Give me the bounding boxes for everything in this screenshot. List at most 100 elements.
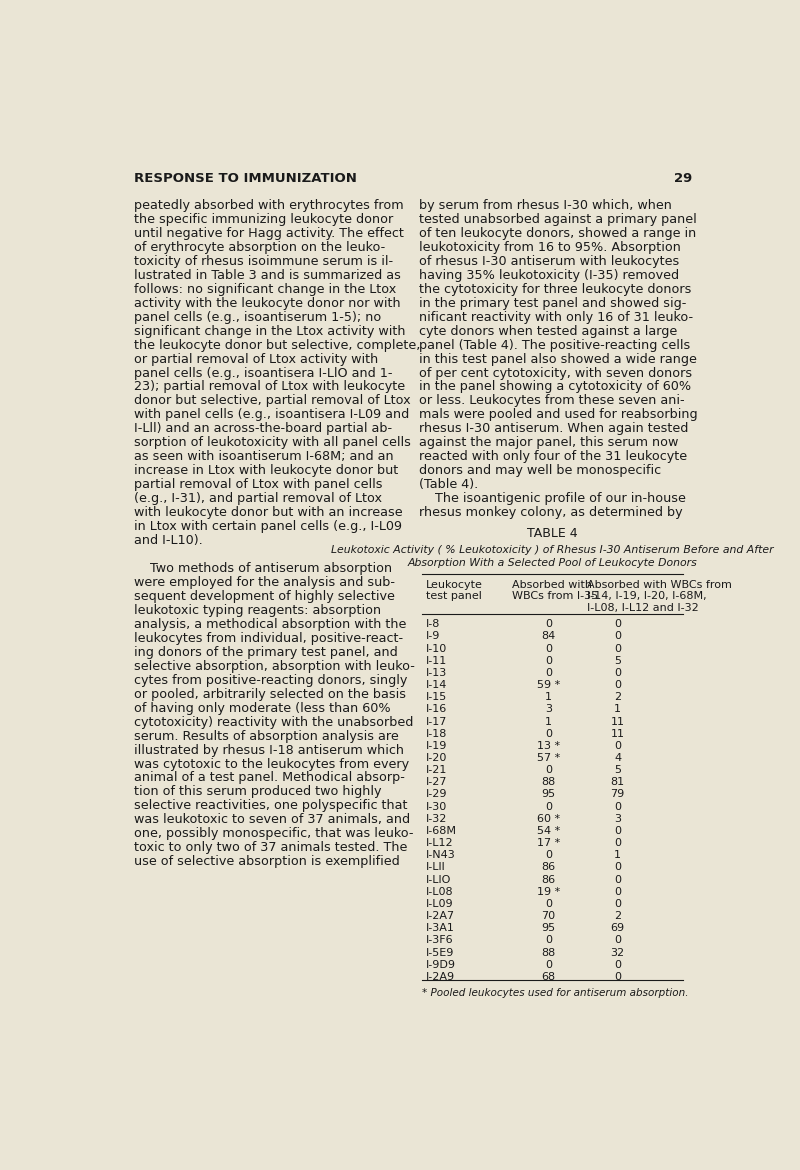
Text: 19 *: 19 * (537, 887, 560, 896)
Text: 69: 69 (610, 923, 625, 934)
Text: (e.g., I-31), and partial removal of Ltox: (e.g., I-31), and partial removal of Lto… (134, 493, 382, 505)
Text: I-8: I-8 (426, 619, 440, 629)
Text: 4: 4 (614, 753, 622, 763)
Text: I-20: I-20 (426, 753, 447, 763)
Text: I-27: I-27 (426, 777, 447, 787)
Text: 17 *: 17 * (537, 838, 560, 848)
Text: the leukocyte donor but selective, complete,: the leukocyte donor but selective, compl… (134, 338, 421, 352)
Text: 0: 0 (545, 801, 552, 812)
Text: 0: 0 (614, 887, 622, 896)
Text: panel cells (e.g., isoantiserum 1-5); no: panel cells (e.g., isoantiserum 1-5); no (134, 311, 382, 324)
Text: 0: 0 (545, 729, 552, 738)
Text: 11: 11 (610, 729, 625, 738)
Text: panel cells (e.g., isoantisera I-LlO and 1-: panel cells (e.g., isoantisera I-LlO and… (134, 366, 393, 379)
Text: partial removal of Ltox with panel cells: partial removal of Ltox with panel cells (134, 479, 382, 491)
Text: peatedly absorbed with erythrocytes from: peatedly absorbed with erythrocytes from (134, 199, 404, 212)
Text: 81: 81 (610, 777, 625, 787)
Text: toxicity of rhesus isoimmune serum is il-: toxicity of rhesus isoimmune serum is il… (134, 255, 394, 268)
Text: use of selective absorption is exemplified: use of selective absorption is exemplifi… (134, 855, 400, 868)
Text: 54 *: 54 * (537, 826, 560, 837)
Text: 2: 2 (614, 911, 622, 921)
Text: or less. Leukocytes from these seven ani-: or less. Leukocytes from these seven ani… (419, 394, 685, 407)
Text: sorption of leukotoxicity with all panel cells: sorption of leukotoxicity with all panel… (134, 436, 411, 449)
Text: and I-L10).: and I-L10). (134, 534, 203, 548)
Text: Absorbed with: Absorbed with (512, 579, 592, 590)
Text: Absorption With a Selected Pool of Leukocyte Donors: Absorption With a Selected Pool of Leuko… (408, 558, 698, 567)
Text: increase in Ltox with leukocyte donor but: increase in Ltox with leukocyte donor bu… (134, 464, 398, 477)
Text: activity with the leukocyte donor nor with: activity with the leukocyte donor nor wi… (134, 297, 401, 310)
Text: 95: 95 (541, 790, 555, 799)
Text: 79: 79 (610, 790, 625, 799)
Text: 86: 86 (541, 875, 555, 885)
Text: 5: 5 (614, 655, 622, 666)
Text: 2: 2 (614, 693, 622, 702)
Text: 0: 0 (545, 936, 552, 945)
Text: 84: 84 (541, 632, 555, 641)
Text: 0: 0 (614, 619, 622, 629)
Text: I-3A1: I-3A1 (426, 923, 454, 934)
Text: 0: 0 (545, 899, 552, 909)
Text: I-13: I-13 (426, 668, 446, 677)
Text: I-11: I-11 (426, 655, 446, 666)
Text: donor but selective, partial removal of Ltox: donor but selective, partial removal of … (134, 394, 410, 407)
Text: 59 *: 59 * (537, 680, 560, 690)
Text: I-14: I-14 (426, 680, 447, 690)
Text: 0: 0 (614, 936, 622, 945)
Text: 23); partial removal of Ltox with leukocyte: 23); partial removal of Ltox with leukoc… (134, 380, 406, 393)
Text: 0: 0 (614, 668, 622, 677)
Text: 0: 0 (545, 765, 552, 776)
Text: significant change in the Ltox activity with: significant change in the Ltox activity … (134, 324, 406, 338)
Text: * Pooled leukocytes used for antiserum absorption.: * Pooled leukocytes used for antiserum a… (422, 987, 689, 998)
Text: was leukotoxic to seven of 37 animals, and: was leukotoxic to seven of 37 animals, a… (134, 813, 410, 826)
Text: tested unabsorbed against a primary panel: tested unabsorbed against a primary pane… (419, 213, 697, 226)
Text: 70: 70 (541, 911, 555, 921)
Text: I-14, I-19, I-20, I-68M,: I-14, I-19, I-20, I-68M, (586, 591, 706, 601)
Text: in Ltox with certain panel cells (e.g., I-L09: in Ltox with certain panel cells (e.g., … (134, 521, 402, 534)
Text: the cytotoxicity for three leukocyte donors: the cytotoxicity for three leukocyte don… (419, 283, 692, 296)
Text: Absorbed with WBCs from: Absorbed with WBCs from (586, 579, 731, 590)
Text: lustrated in Table 3 and is summarized as: lustrated in Table 3 and is summarized a… (134, 269, 401, 282)
Text: analysis, a methodical absorption with the: analysis, a methodical absorption with t… (134, 618, 406, 631)
Text: 0: 0 (614, 899, 622, 909)
Text: I-16: I-16 (426, 704, 446, 715)
Text: 5: 5 (614, 765, 622, 776)
Text: in this test panel also showed a wide range: in this test panel also showed a wide ra… (419, 352, 697, 365)
Text: test panel: test panel (426, 591, 482, 601)
Text: 0: 0 (614, 644, 622, 654)
Text: I-19: I-19 (426, 741, 447, 751)
Text: of rhesus I-30 antiserum with leukocytes: of rhesus I-30 antiserum with leukocytes (419, 255, 679, 268)
Text: leukocytes from individual, positive-react-: leukocytes from individual, positive-rea… (134, 632, 403, 645)
Text: (Table 4).: (Table 4). (419, 479, 478, 491)
Text: donors and may well be monospecific: donors and may well be monospecific (419, 464, 662, 477)
Text: with leukocyte donor but with an increase: with leukocyte donor but with an increas… (134, 507, 402, 519)
Text: I-29: I-29 (426, 790, 447, 799)
Text: I-L08, I-L12 and I-32: I-L08, I-L12 and I-32 (586, 603, 698, 613)
Text: selective absorption, absorption with leuko-: selective absorption, absorption with le… (134, 660, 415, 673)
Text: I-N43: I-N43 (426, 851, 455, 860)
Text: Leukocyte: Leukocyte (426, 579, 482, 590)
Text: or partial removal of Ltox activity with: or partial removal of Ltox activity with (134, 352, 378, 365)
Text: illustrated by rhesus I-18 antiserum which: illustrated by rhesus I-18 antiserum whi… (134, 744, 404, 757)
Text: 0: 0 (545, 851, 552, 860)
Text: of erythrocyte absorption on the leuko-: of erythrocyte absorption on the leuko- (134, 241, 386, 254)
Text: 1: 1 (614, 851, 622, 860)
Text: 86: 86 (541, 862, 555, 873)
Text: against the major panel, this serum now: against the major panel, this serum now (419, 436, 678, 449)
Text: follows: no significant change in the Ltox: follows: no significant change in the Lt… (134, 283, 396, 296)
Text: I-15: I-15 (426, 693, 446, 702)
Text: 0: 0 (545, 644, 552, 654)
Text: 0: 0 (545, 668, 552, 677)
Text: as seen with isoantiserum I-68M; and an: as seen with isoantiserum I-68M; and an (134, 450, 394, 463)
Text: 0: 0 (614, 862, 622, 873)
Text: of having only moderate (less than 60%: of having only moderate (less than 60% (134, 702, 390, 715)
Text: 0: 0 (614, 838, 622, 848)
Text: 0: 0 (545, 655, 552, 666)
Text: 29: 29 (674, 172, 692, 185)
Text: 0: 0 (614, 959, 622, 970)
Text: 60 *: 60 * (537, 814, 560, 824)
Text: of ten leukocyte donors, showed a range in: of ten leukocyte donors, showed a range … (419, 227, 697, 240)
Text: I-10: I-10 (426, 644, 446, 654)
Text: 0: 0 (614, 632, 622, 641)
Text: rhesus monkey colony, as determined by: rhesus monkey colony, as determined by (419, 507, 683, 519)
Text: I-2A9: I-2A9 (426, 972, 454, 982)
